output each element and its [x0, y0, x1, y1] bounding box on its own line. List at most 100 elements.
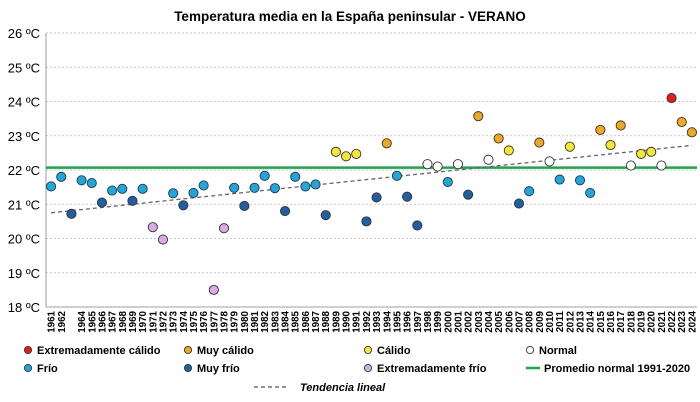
legend-label: Extremadamente cálido	[37, 345, 161, 357]
y-tick-label: 23 ºC	[8, 129, 40, 144]
data-point	[503, 145, 514, 156]
data-point	[625, 160, 636, 171]
x-tick-label: 1992	[362, 310, 373, 332]
x-tick-label: 2021	[657, 310, 668, 332]
data-point	[595, 124, 606, 135]
x-tick-label: 1975	[189, 310, 200, 332]
x-tick-label: 1982	[260, 310, 271, 332]
x-tick-label: 1984	[281, 310, 292, 332]
x-tick-label: 1979	[230, 310, 241, 332]
data-point	[127, 195, 138, 206]
data-point	[391, 170, 402, 181]
x-tick-label: 1990	[342, 310, 353, 332]
legend-marker	[23, 345, 33, 355]
y-tick-label: 24 ºC	[8, 95, 40, 110]
y-tick-label: 19 ºC	[8, 266, 40, 281]
y-tick-label: 21 ºC	[8, 197, 40, 212]
data-point	[96, 197, 107, 208]
legend-marker	[23, 363, 33, 373]
legend-label: Muy frío	[197, 363, 240, 375]
data-point	[371, 192, 382, 203]
x-tick-label: 2001	[453, 310, 464, 332]
data-point	[300, 181, 311, 192]
data-point	[432, 161, 443, 172]
data-point	[656, 160, 667, 171]
data-point	[290, 171, 301, 182]
data-point	[646, 146, 657, 157]
x-tick-label: 2020	[647, 310, 658, 332]
x-tick-label: 2003	[474, 310, 485, 332]
data-point	[483, 154, 494, 165]
data-point	[422, 159, 433, 170]
legend-marker	[183, 363, 193, 373]
grid	[45, 32, 697, 308]
x-axis: 1961 1962 1964 1965 1966 1967 1968 1969 1970 1971…	[47, 310, 699, 332]
x-tick-label: 1971	[148, 310, 159, 332]
legend-label: Muy cálido	[197, 345, 254, 357]
data-point	[188, 187, 199, 198]
x-tick-label: 1986	[301, 310, 312, 332]
data-point	[147, 222, 158, 233]
legend-marker	[183, 345, 193, 355]
legend: Extremadamente cálido Muy cálido Cálido Nor…	[23, 345, 690, 394]
data-point	[473, 111, 484, 122]
data-point	[452, 159, 464, 170]
x-tick-label: 2010	[545, 310, 556, 332]
data-point	[56, 171, 67, 182]
legend-label: Normal	[539, 345, 577, 357]
x-tick-label: 1985	[291, 310, 302, 332]
x-tick-label: 2004	[484, 310, 495, 332]
x-tick-label: 2023	[677, 310, 688, 332]
data-point	[137, 183, 148, 194]
x-tick-label: 2022	[667, 310, 678, 332]
x-tick-label: 2019	[637, 310, 648, 332]
legend-label: Cálido	[377, 345, 411, 357]
data-point	[381, 138, 392, 149]
x-tick-label: 2008	[525, 310, 536, 332]
data-point	[279, 206, 291, 217]
data-point	[208, 284, 219, 295]
x-tick-label: 1965	[87, 310, 98, 332]
x-tick-label: 1967	[108, 310, 119, 332]
x-tick-label: 2000	[443, 310, 454, 332]
x-tick-label: 2016	[606, 310, 617, 332]
x-tick-label: 2024	[687, 310, 698, 332]
data-point	[666, 93, 677, 104]
x-tick-label: 1968	[118, 310, 129, 332]
data-point	[554, 174, 565, 185]
data-point	[330, 146, 341, 157]
data-point	[513, 198, 525, 209]
x-tick-label: 1999	[433, 310, 444, 332]
data-point	[402, 191, 413, 202]
x-tick-label: 2018	[626, 310, 637, 332]
data-point	[218, 223, 230, 234]
data-point	[66, 208, 77, 219]
x-tick-label: 1989	[331, 310, 342, 332]
data-point	[493, 133, 504, 144]
x-tick-label: 1983	[270, 310, 281, 332]
data-point	[636, 148, 647, 159]
x-tick-label: 1978	[220, 310, 231, 332]
data-point	[168, 188, 179, 199]
x-tick-label: 1996	[403, 310, 414, 332]
data-point	[574, 175, 586, 186]
data-point	[351, 148, 362, 159]
x-tick-label: 2009	[535, 310, 546, 332]
data-point	[605, 139, 616, 151]
chart-title: Temperatura media en la España peninsula…	[174, 9, 526, 24]
data-point	[544, 156, 555, 167]
legend-marker	[363, 363, 373, 373]
x-tick-label: 1961	[47, 310, 58, 332]
x-tick-label: 1988	[321, 310, 332, 332]
data-point	[157, 234, 169, 245]
data-point	[676, 117, 687, 128]
data-point	[442, 176, 453, 188]
data-point	[463, 189, 474, 200]
data-point	[412, 220, 423, 231]
x-tick-label: 1993	[372, 310, 383, 332]
y-axis: 18 ºC 19 ºC 20 ºC 21 ºC 22 ºC 23 ºC 24 ºC 25 ºC…	[8, 26, 40, 315]
x-tick-label: 2012	[565, 310, 576, 332]
data-point	[259, 170, 270, 181]
legend-label: Extremadamente frío	[377, 363, 487, 375]
